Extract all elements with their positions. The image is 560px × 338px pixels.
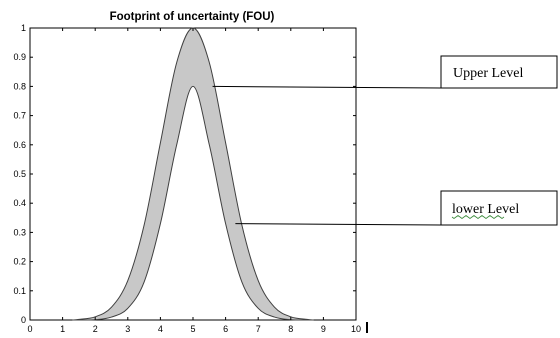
y-tick-label: 0.8 [13,81,26,91]
y-tick-label: 0.6 [13,140,26,150]
x-tick-label: 9 [321,324,326,334]
chart-title: Footprint of uncertainty (FOU) [110,11,275,23]
lower-membership-curve [72,85,314,321]
y-tick-label: 0.2 [13,257,26,267]
annotation-label: lower Level [452,202,519,217]
x-tick-label: 0 [27,324,32,334]
y-axis-ticks: 0 0.1 0.2 0.3 0.4 0.5 0.6 0.7 0.8 0.9 1 [13,23,356,325]
y-tick-label: 0 [21,315,26,325]
x-axis-ticks: 0 1 2 3 4 5 6 7 8 9 10 [27,28,361,334]
fou-band [72,28,314,321]
x-tick-label: 1 [60,324,65,334]
y-tick-label: 0.7 [13,111,26,121]
y-tick-label: 0.3 [13,227,26,237]
y-tick-label: 1 [21,23,26,33]
y-tick-label: 0.4 [13,198,26,208]
x-tick-label: 10 [351,324,361,334]
y-tick-label: 0.1 [13,286,26,296]
x-tick-label: 8 [288,324,293,334]
spellcheck-underline [451,215,505,219]
annotations: Upper Level lower Level [212,55,558,226]
x-tick-label: 2 [93,324,98,334]
x-tick-label: 3 [125,324,130,334]
x-tick-label: 5 [190,324,195,334]
x-tick-label: 7 [256,324,261,334]
annotation-box [440,55,558,89]
annotation-label: Upper Level [453,66,523,81]
y-tick-label: 0.5 [13,169,26,179]
y-tick-label: 0.9 [13,52,26,62]
x-tick-label: 4 [158,324,163,334]
annotation-leader-line [235,223,442,226]
x-tick-label: 6 [223,324,228,334]
annotation-box [440,190,558,226]
annotation-leader-line [212,85,442,89]
